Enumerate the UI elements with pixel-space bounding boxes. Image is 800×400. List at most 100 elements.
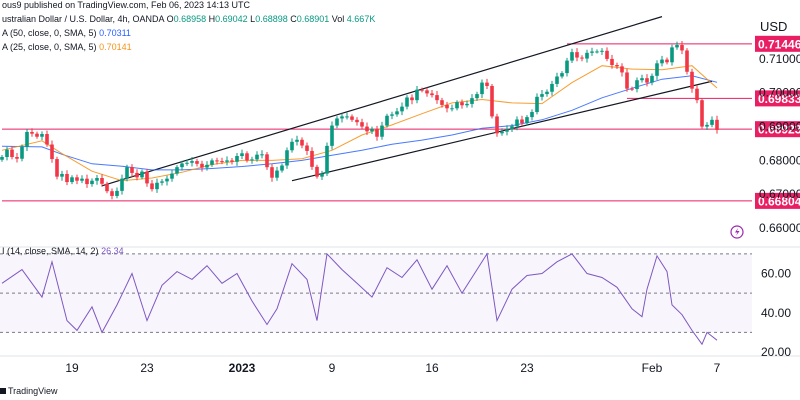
candle-body bbox=[295, 139, 299, 142]
candle-body bbox=[15, 157, 19, 159]
candle-body bbox=[610, 58, 614, 65]
candle-body bbox=[260, 154, 264, 156]
candle-body bbox=[155, 182, 159, 190]
candle-body bbox=[270, 167, 274, 178]
candle-body bbox=[20, 146, 24, 159]
candle-body bbox=[670, 47, 674, 63]
candlesticks bbox=[0, 40, 719, 200]
price-tick-label: 0.67000 bbox=[759, 187, 800, 201]
candle-body bbox=[430, 93, 434, 96]
candle-body bbox=[235, 156, 239, 162]
candle-body bbox=[55, 159, 59, 177]
candle-body bbox=[145, 171, 149, 184]
candle-body bbox=[415, 89, 419, 101]
rsi-tick-label: 20.00 bbox=[761, 345, 791, 359]
candle-body bbox=[515, 119, 519, 127]
candle-body bbox=[700, 100, 704, 127]
candle-body bbox=[315, 166, 319, 177]
candle-body bbox=[395, 111, 399, 115]
symbol-line: ustralian Dollar / U.S. Dollar, 4h, OAND… bbox=[2, 14, 375, 24]
price-tick-label: 0.69000 bbox=[759, 120, 800, 134]
candle-body bbox=[580, 57, 584, 59]
candle-body bbox=[555, 76, 559, 84]
candle-body bbox=[160, 181, 164, 183]
time-tick-label: 7 bbox=[714, 361, 721, 375]
candle-body bbox=[615, 65, 619, 67]
candle-body bbox=[100, 178, 104, 184]
candle-body bbox=[85, 178, 89, 185]
candle-body bbox=[360, 122, 364, 127]
candle-body bbox=[460, 102, 464, 106]
candle-body bbox=[305, 145, 309, 151]
candle-body bbox=[280, 165, 284, 171]
candle-body bbox=[565, 60, 569, 74]
ma50-legend: A (50, close, 0, SMA, 5) 0.70311 bbox=[2, 28, 131, 38]
candle-body bbox=[325, 145, 329, 174]
candle-body bbox=[550, 83, 554, 92]
ma50-line bbox=[1, 75, 718, 171]
price-tick-label: 0.70000 bbox=[759, 86, 800, 100]
candle-body bbox=[710, 119, 714, 125]
candle-body bbox=[345, 116, 349, 118]
moving-averages bbox=[1, 65, 718, 182]
candle-body bbox=[405, 97, 409, 107]
candle-body bbox=[665, 59, 669, 63]
time-tick-label: 23 bbox=[520, 361, 534, 375]
publish-line: ous9 published on TradingView.com, Feb 0… bbox=[2, 0, 251, 10]
candle-body bbox=[285, 150, 289, 166]
candle-body bbox=[340, 116, 344, 119]
candle-body bbox=[640, 78, 644, 81]
level-tag bbox=[755, 90, 800, 107]
rsi-tick-label: 40.00 bbox=[761, 306, 791, 320]
candle-body bbox=[190, 161, 194, 163]
channel-line bbox=[101, 16, 663, 187]
level-tag-label: 0.68923 bbox=[758, 123, 800, 137]
candle-body bbox=[370, 128, 374, 132]
candle-body bbox=[135, 172, 139, 178]
candle-body bbox=[350, 116, 354, 120]
candle-body bbox=[535, 96, 539, 113]
candle-body bbox=[660, 59, 664, 64]
time-tick-label: 23 bbox=[140, 361, 154, 375]
candle-body bbox=[180, 163, 184, 168]
candle-body bbox=[655, 63, 659, 76]
candle-body bbox=[495, 116, 499, 134]
candle-body bbox=[70, 177, 74, 183]
candle-body bbox=[545, 91, 549, 95]
candle-body bbox=[435, 95, 439, 101]
alert-icon[interactable] bbox=[730, 225, 744, 239]
candle-body bbox=[385, 115, 389, 126]
candle-body bbox=[50, 144, 54, 160]
candle-body bbox=[450, 108, 454, 110]
candle-body bbox=[520, 119, 524, 124]
candle-body bbox=[540, 94, 544, 97]
level-tag bbox=[755, 192, 800, 209]
candle-body bbox=[35, 133, 39, 137]
candle-body bbox=[5, 149, 9, 158]
candle-body bbox=[200, 163, 204, 168]
candle-body bbox=[490, 85, 494, 117]
candle-body bbox=[355, 119, 359, 123]
candle-body bbox=[80, 178, 84, 181]
candle-body bbox=[410, 97, 414, 101]
candle-body bbox=[30, 131, 34, 134]
candle-body bbox=[530, 112, 534, 118]
candle-body bbox=[10, 149, 14, 158]
candle-body bbox=[140, 171, 144, 178]
candle-body bbox=[420, 89, 424, 91]
candle-body bbox=[300, 139, 304, 146]
candle-body bbox=[365, 126, 369, 132]
candle-body bbox=[455, 102, 459, 109]
candle-body bbox=[170, 173, 174, 179]
candle-body bbox=[290, 141, 294, 151]
candle-body bbox=[400, 106, 404, 112]
candle-body bbox=[570, 52, 574, 61]
candle-body bbox=[265, 154, 269, 168]
candle-body bbox=[675, 45, 679, 48]
grid bbox=[0, 246, 800, 357]
candle-body bbox=[225, 160, 229, 162]
candle-body bbox=[600, 50, 604, 52]
candle-body bbox=[255, 154, 259, 160]
